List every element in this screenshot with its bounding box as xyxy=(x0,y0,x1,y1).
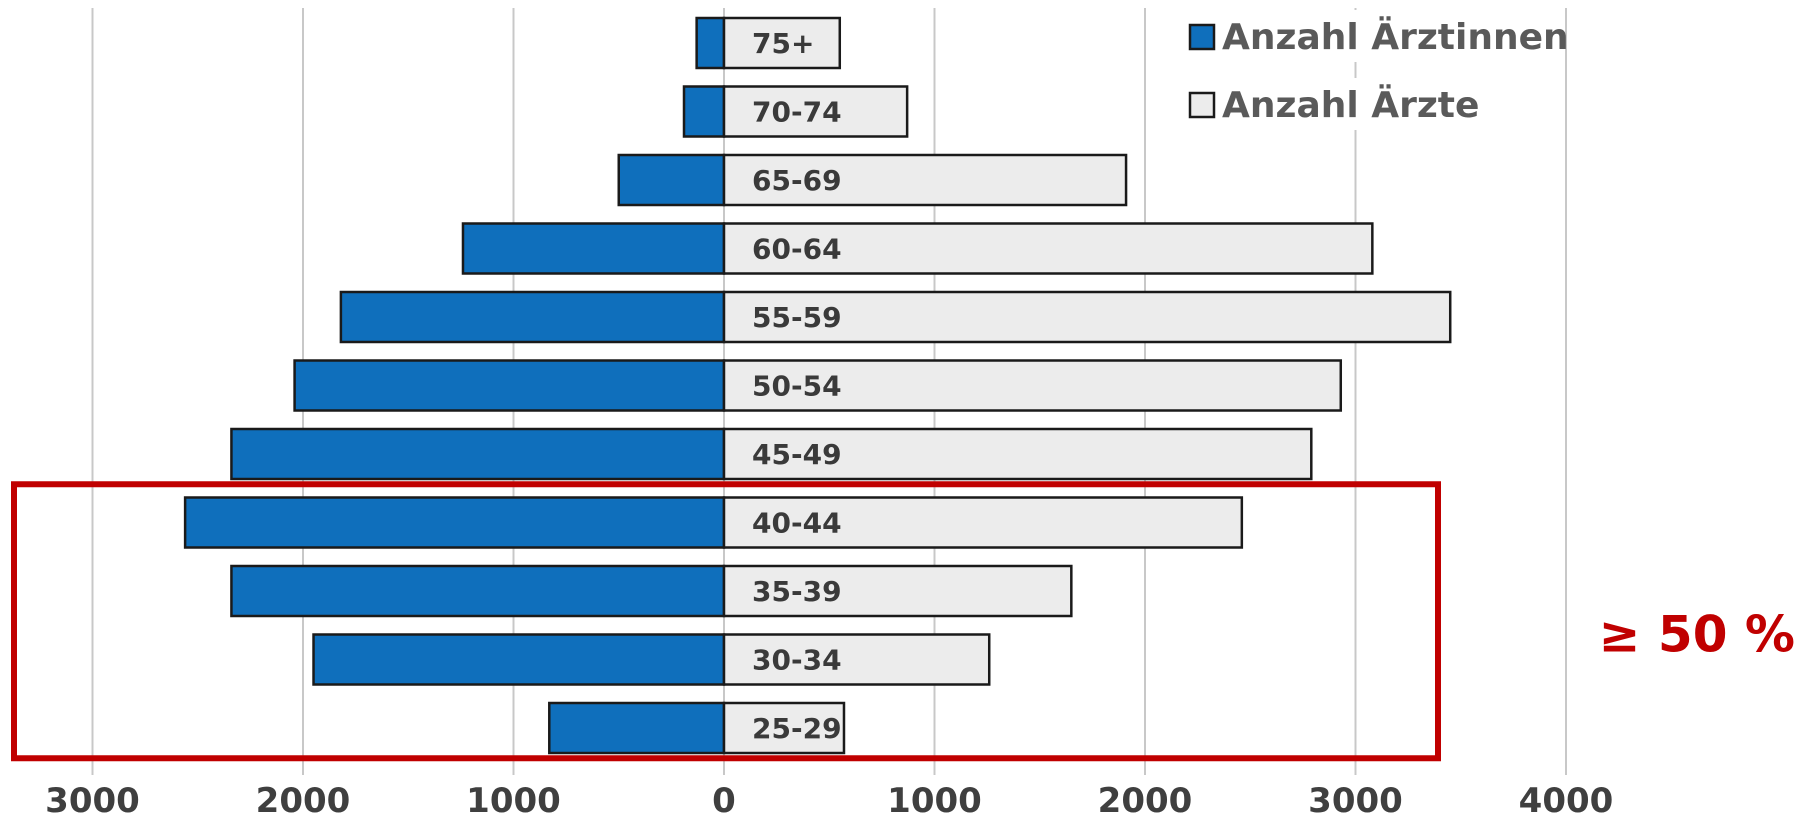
bar-male-25-29 xyxy=(722,701,846,755)
category-label-30-34: 30-34 xyxy=(752,644,842,677)
bar-male-50-54 xyxy=(722,359,1343,412)
x-tick-label-2: 1000 xyxy=(466,781,561,821)
category-label-60-64: 60-64 xyxy=(752,233,842,266)
legend-backing-1 xyxy=(1182,78,1532,130)
category-label-75+: 75+ xyxy=(752,27,814,60)
x-tick-label-1: 2000 xyxy=(256,781,351,821)
x-tick-label-4: 1000 xyxy=(887,781,982,821)
legend: Anzahl Ärztinnen Anzahl Ärzte xyxy=(1182,10,1569,130)
highlight-annotation: ≥ 50 % xyxy=(1599,605,1795,663)
legend-label-1: Anzahl Ärzte xyxy=(1222,84,1479,126)
bar-male-55-59 xyxy=(722,290,1452,344)
category-label-45-49: 45-49 xyxy=(752,438,842,471)
bar-female-60-64 xyxy=(461,222,726,275)
bar-female-40-44 xyxy=(183,496,726,549)
bar-female-50-54 xyxy=(293,359,726,412)
bar-male-40-44 xyxy=(722,496,1244,549)
category-labels: 75+ 70-74 65-69 60-64 55-59 50-54 45-49 40-44 35… xyxy=(752,27,842,745)
x-tick-label-6: 3000 xyxy=(1308,781,1403,821)
bar-female-55-59 xyxy=(339,290,726,344)
x-tick-label-7: 4000 xyxy=(1519,781,1614,821)
bar-male-70-74 xyxy=(722,85,909,138)
category-label-55-59: 55-59 xyxy=(752,301,842,334)
bar-male-45-49 xyxy=(722,427,1313,481)
bar-male-35-39 xyxy=(722,564,1073,618)
legend-swatch-1 xyxy=(1188,91,1216,119)
x-tick-label-3: 0 xyxy=(712,781,736,821)
legend-label-0: Anzahl Ärztinnen xyxy=(1222,16,1569,58)
bar-female-45-49 xyxy=(230,427,726,481)
bars xyxy=(183,16,1452,755)
highlight-group: ≥ 50 % xyxy=(11,481,1795,762)
legend-swatch-0 xyxy=(1188,23,1216,51)
x-axis-tick-labels: 3000 2000 1000 0 1000 2000 3000 4000 xyxy=(45,781,1613,821)
category-label-65-69: 65-69 xyxy=(752,164,842,197)
category-label-35-39: 35-39 xyxy=(752,575,842,608)
category-label-40-44: 40-44 xyxy=(752,507,842,540)
bar-male-30-34 xyxy=(722,633,991,686)
bar-female-75+ xyxy=(695,16,726,70)
category-label-25-29: 25-29 xyxy=(752,712,842,745)
bar-female-25-29 xyxy=(548,701,726,755)
highlight-box xyxy=(11,481,1441,762)
bar-female-35-39 xyxy=(230,564,726,618)
x-tick-label-5: 2000 xyxy=(1098,781,1193,821)
bar-male-65-69 xyxy=(722,153,1128,207)
bar-female-70-74 xyxy=(682,85,726,138)
x-tick-label-0: 3000 xyxy=(45,781,140,821)
legend-backing-0 xyxy=(1182,10,1532,62)
bar-male-75+ xyxy=(722,16,842,70)
bar-female-65-69 xyxy=(617,153,726,207)
bar-male-60-64 xyxy=(722,222,1374,275)
category-label-50-54: 50-54 xyxy=(752,370,842,403)
category-label-70-74: 70-74 xyxy=(752,96,842,129)
bar-female-30-34 xyxy=(312,633,726,686)
